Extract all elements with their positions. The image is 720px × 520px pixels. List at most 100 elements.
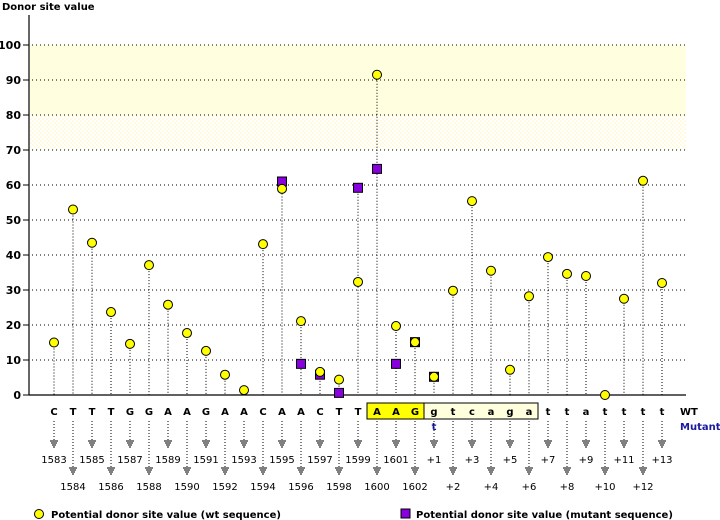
ground-symbol-icon — [297, 467, 305, 475]
position-label: 1584 — [60, 482, 85, 493]
ground-symbol-icon — [392, 440, 400, 448]
wt-point — [448, 285, 458, 296]
wt-base: a — [526, 407, 533, 418]
y-tick-label: 60 — [6, 179, 22, 192]
wt-base: A — [183, 407, 191, 418]
wt-base: a — [488, 407, 495, 418]
wt-row-label: WT — [680, 407, 698, 418]
wt-base: T — [336, 407, 343, 418]
ground-symbol-icon — [544, 440, 552, 448]
mutant-row-label: Mutant — [680, 422, 720, 433]
highlight-band — [30, 115, 686, 150]
ground-symbol-icon — [658, 440, 666, 448]
position-label: 1590 — [174, 482, 199, 493]
wt-base: G — [145, 407, 153, 418]
position-label: +9 — [579, 455, 594, 466]
ground-symbol-icon — [259, 467, 267, 475]
ground-symbol-icon — [316, 440, 324, 448]
wt-point — [277, 183, 287, 194]
wt-point — [657, 278, 667, 288]
wt-base: A — [297, 407, 305, 418]
ground-symbol-icon — [145, 467, 153, 475]
ground-symbol-icon — [126, 440, 134, 448]
position-label: 1588 — [136, 482, 161, 493]
ground-symbol-icon — [278, 440, 286, 448]
wt-point — [505, 364, 515, 375]
position-label: 1601 — [383, 455, 408, 466]
mutant-point — [353, 182, 363, 193]
wt-base: G — [202, 407, 210, 418]
wt-base: A — [240, 407, 248, 418]
position-label: +7 — [541, 455, 556, 466]
wt-base: C — [50, 407, 57, 418]
ground-symbol-icon — [202, 440, 210, 448]
ground-symbol-icon — [430, 440, 438, 448]
ground-symbol-icon — [164, 440, 172, 448]
ground-symbol-icon — [639, 467, 647, 475]
position-label: 1597 — [307, 455, 332, 466]
legend-mutant-marker — [400, 508, 411, 519]
wt-base: g — [430, 407, 437, 418]
position-label: 1591 — [193, 455, 218, 466]
position-label: +10 — [594, 482, 615, 493]
wt-base: t — [546, 407, 551, 418]
wt-point — [258, 239, 268, 250]
wt-base: t — [565, 407, 570, 418]
wt-base: t — [603, 407, 608, 418]
ground-symbol-icon — [335, 467, 343, 475]
ground-symbol-icon — [449, 467, 457, 475]
y-tick-label: 20 — [6, 319, 22, 332]
wt-base: T — [355, 407, 362, 418]
wt-point — [543, 252, 553, 263]
ground-symbol-icon — [373, 467, 381, 475]
y-tick-label: 0 — [13, 389, 21, 402]
wt-base: A — [221, 407, 229, 418]
legend-wt-marker — [34, 509, 44, 519]
position-label: 1599 — [345, 455, 370, 466]
y-tick-label: 50 — [6, 214, 22, 227]
wt-base: T — [108, 407, 115, 418]
wt-base: c — [469, 407, 475, 418]
wt-point — [467, 196, 477, 207]
wt-point — [619, 293, 629, 304]
wt-point — [353, 276, 363, 287]
wt-base: A — [164, 407, 172, 418]
position-label: 1593 — [231, 455, 256, 466]
wt-base: t — [641, 407, 646, 418]
wt-point — [182, 328, 192, 339]
wt-point — [125, 338, 135, 349]
wt-point — [600, 390, 610, 400]
ground-symbol-icon — [69, 467, 77, 475]
position-label: 1586 — [98, 482, 123, 493]
y-tick-label: 70 — [6, 144, 22, 157]
wt-base: t — [622, 407, 627, 418]
position-label: 1592 — [212, 482, 237, 493]
wt-point — [429, 371, 439, 382]
wt-point — [524, 291, 534, 302]
wt-base: G — [411, 407, 419, 418]
position-label: +2 — [446, 482, 461, 493]
position-label: +3 — [465, 455, 480, 466]
wt-base: C — [259, 407, 266, 418]
ground-symbol-icon — [107, 467, 115, 475]
ground-symbol-icon — [563, 467, 571, 475]
ground-symbol-icon — [506, 440, 514, 448]
wt-base: a — [583, 407, 590, 418]
wt-base: A — [278, 407, 286, 418]
ground-symbol-icon — [582, 440, 590, 448]
mutant-point — [372, 163, 382, 174]
position-label: +1 — [427, 455, 442, 466]
position-label: +5 — [503, 455, 518, 466]
y-tick-label: 10 — [6, 354, 22, 367]
wt-base: T — [89, 407, 96, 418]
wt-point — [410, 337, 420, 348]
y-tick-label: 40 — [6, 249, 22, 262]
position-label: 1602 — [402, 482, 427, 493]
position-label: +8 — [560, 482, 575, 493]
wt-base: G — [126, 407, 134, 418]
wt-point — [220, 369, 230, 380]
wt-point — [106, 307, 116, 318]
position-label: +12 — [632, 482, 653, 493]
ground-symbol-icon — [525, 467, 533, 475]
